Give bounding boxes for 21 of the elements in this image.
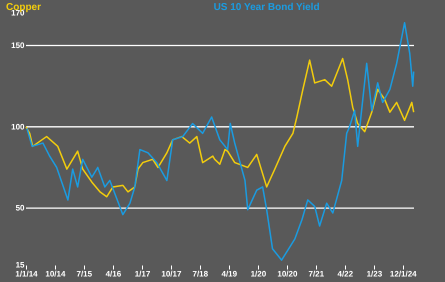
x-tick-label: 4/19 [221, 270, 238, 278]
line-series [25, 58, 414, 198]
x-tick-label: 7/21 [308, 270, 325, 278]
x-tick-label: 7/15 [76, 270, 93, 278]
x-tick-label: 12/1/24 [390, 270, 418, 278]
y-tick-label: 15 [16, 260, 26, 270]
x-tick-label: 10/17 [161, 270, 182, 278]
x-tick-label: 1/1/14 [15, 270, 38, 278]
y-tick-label: 100 [11, 122, 26, 132]
x-tick-label: 4/16 [106, 270, 122, 278]
x-tick-label: 10/20 [277, 270, 298, 278]
x-tick-label: 1/17 [134, 270, 151, 278]
y-tick-label: 150 [11, 41, 26, 50]
x-tick-label: 4/22 [337, 270, 354, 278]
text: US 10 Year Bond Yield [214, 2, 320, 13]
x-tick-label: 1/23 [366, 270, 383, 278]
y-tick-label: 50 [16, 204, 26, 213]
x-tick-label: 10/14 [45, 270, 66, 278]
x-tick-label: 7/18 [192, 270, 209, 278]
x-tick-label: 1/20 [250, 270, 267, 278]
line-series [26, 22, 414, 261]
